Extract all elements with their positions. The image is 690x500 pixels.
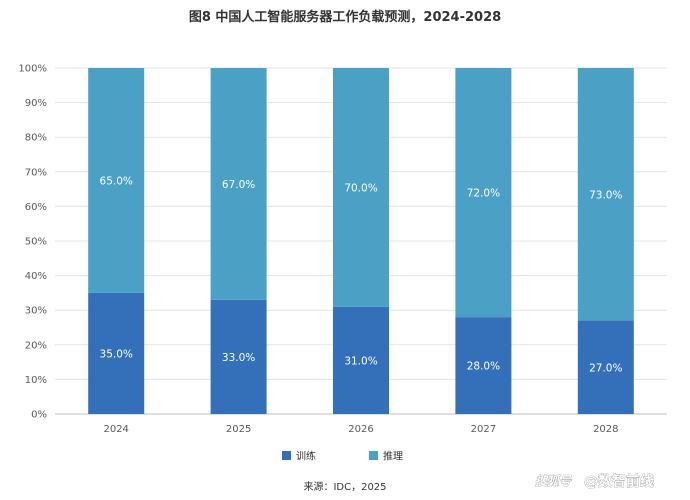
- y-tick-label: 100%: [18, 64, 47, 75]
- legend-swatch-inference: [369, 451, 378, 460]
- data-label-inference-2027: 72.0%: [467, 188, 500, 200]
- data-label-inference-2025: 67.0%: [222, 179, 255, 191]
- watermark: 搜狐号 @数智前线: [535, 473, 655, 491]
- data-label-inference-2024: 65.0%: [100, 175, 133, 187]
- bar-training-2025: [210, 299, 267, 414]
- data-label-training-2025: 33.0%: [222, 352, 255, 364]
- x-tick-label: 2026: [348, 424, 373, 435]
- y-tick-label: 30%: [25, 306, 47, 317]
- data-labels: 35.0% 65.0% 33.0% 67.0% 31.0% 70.0% 28.0% 72.0%…: [100, 175, 623, 374]
- data-label-inference-2026: 70.0%: [344, 182, 377, 194]
- data-label-inference-2028: 73.0%: [589, 189, 622, 201]
- bar-inference-2024: [88, 68, 145, 293]
- data-label-training-2026: 31.0%: [344, 355, 377, 367]
- bars: [88, 68, 634, 414]
- bar-inference-2028: [577, 68, 634, 321]
- y-tick-label: 40%: [25, 271, 47, 282]
- bar-training-2028: [577, 320, 634, 414]
- y-tick-label: 90%: [25, 98, 47, 109]
- x-tick-label: 2024: [103, 424, 128, 435]
- legend-label-training: 训练: [296, 450, 316, 463]
- legend: 训练 推理: [282, 450, 403, 463]
- y-axis-ticks: 0% 10% 20% 30% 40% 50% 60% 70% 80% 90% 100%: [18, 64, 47, 421]
- data-label-training-2027: 28.0%: [467, 361, 500, 373]
- bar-training-2027: [455, 317, 512, 414]
- y-tick-label: 10%: [25, 375, 47, 386]
- y-tick-label: 0%: [31, 410, 47, 421]
- bar-inference-2025: [210, 68, 267, 300]
- x-tick-label: 2025: [226, 424, 251, 435]
- bar-training-2024: [88, 292, 145, 414]
- watermark-account: @数智前线: [584, 473, 654, 490]
- y-tick-label: 60%: [25, 202, 47, 213]
- y-tick-label: 70%: [25, 167, 47, 178]
- y-tick-label: 50%: [25, 237, 47, 248]
- x-tick-label: 2027: [471, 424, 496, 435]
- chart-title: 图8 中国人工智能服务器工作负载预测，2024-2028: [189, 9, 501, 25]
- bar-training-2026: [333, 306, 389, 414]
- x-tick-label: 2028: [593, 424, 618, 435]
- bar-inference-2026: [333, 68, 389, 307]
- bar-inference-2027: [455, 68, 512, 318]
- x-axis-ticks: 2024 2025 2026 2027 2028: [103, 424, 618, 435]
- data-label-training-2028: 27.0%: [589, 362, 622, 374]
- source-note: 来源：IDC，2025: [303, 480, 386, 493]
- data-label-training-2024: 35.0%: [100, 348, 133, 360]
- legend-swatch-training: [282, 451, 291, 460]
- y-tick-label: 20%: [25, 340, 47, 351]
- y-tick-label: 80%: [25, 133, 47, 144]
- legend-label-inference: 推理: [383, 450, 403, 463]
- watermark-brand: 搜狐号: [535, 474, 572, 488]
